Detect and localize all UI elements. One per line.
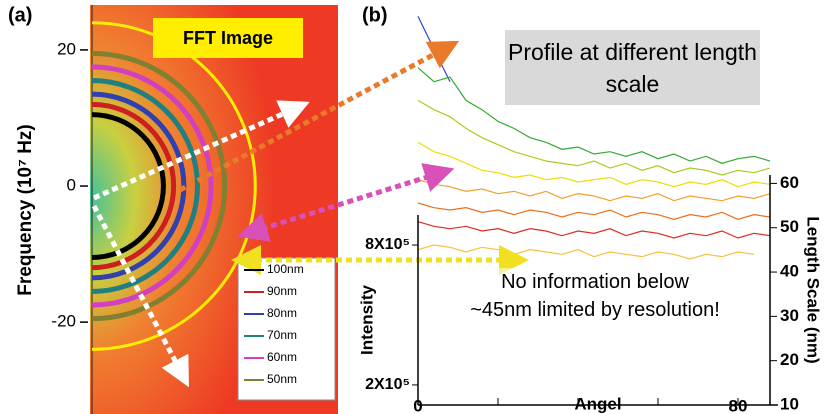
x-tick-label: 80 [729, 396, 748, 414]
profile-line [418, 222, 770, 238]
figure: FFT Image (a) (b) Frequency (10⁷ Hz) Int… [0, 0, 828, 414]
legend-label: 70nm [267, 328, 297, 342]
y-tick-label: 20 [57, 39, 76, 58]
y-tick-label: 2X10⁵ [365, 376, 410, 393]
y2-tick-label: 40 [780, 262, 799, 281]
y2-tick-label: 10 [780, 394, 799, 413]
annotation: No information below ~45nm limited by re… [470, 268, 720, 324]
y-axis-label: Intensity [357, 285, 376, 355]
y-tick-label: 0 [67, 176, 76, 195]
profile-line [418, 245, 754, 259]
y-axis-label: Frequency (10⁷ Hz) [15, 124, 36, 296]
y-tick-label: 8X10⁵ [365, 236, 410, 253]
legend-label: 100nm [267, 262, 304, 276]
y2-tick-label: 30 [780, 306, 799, 325]
y2-axis-label: Length Scale (nm) [804, 216, 823, 363]
y2-tick-label: 50 [780, 217, 799, 236]
panel-title: FFT Image [183, 28, 273, 48]
y2-tick-label: 60 [780, 173, 799, 192]
panel-label: (b) [362, 4, 388, 26]
legend-label: 50nm [267, 372, 297, 386]
profile-line [418, 180, 770, 201]
y2-tick-label: 20 [780, 350, 799, 369]
legend-label: 60nm [267, 350, 297, 364]
profile-line [418, 100, 770, 175]
profile-line [418, 203, 770, 219]
profile-title: Profile at different length scale [505, 36, 760, 100]
legend-label: 80nm [267, 306, 297, 320]
y-tick-label: -20 [51, 312, 76, 331]
panel-label: (a) [8, 4, 32, 26]
x-axis-label: Angel [574, 394, 621, 413]
profile-line [418, 142, 770, 186]
legend-label: 90nm [267, 284, 297, 298]
x-tick-label: 0 [413, 396, 422, 414]
